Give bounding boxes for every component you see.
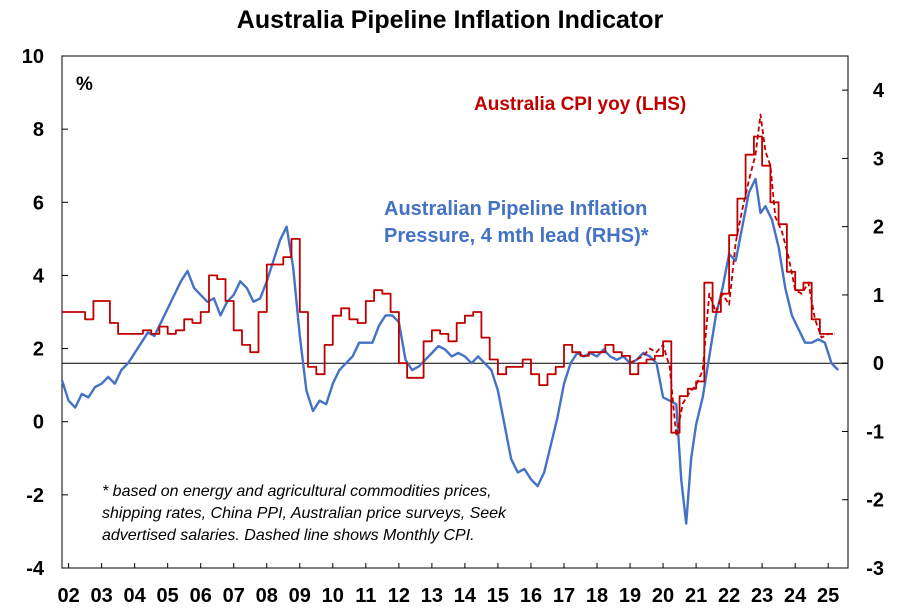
right-tick-label: -3 [866,558,884,580]
left-tick-label: -2 [26,485,44,507]
x-tick-label: 19 [619,585,641,607]
legend-label-cpi: Australia CPI yoy (LHS) [474,94,686,115]
right-tick-label: -2 [866,490,884,512]
right-tick-label: 2 [873,217,884,239]
cpi-monthly-dashed-line [629,113,835,438]
left-tick-label: 2 [33,339,44,361]
x-tick-label: 09 [289,585,311,607]
footnote-line-3: advertised salaries. Dashed line shows M… [102,527,475,544]
x-tick-label: 25 [817,585,839,607]
cpi-quarterly-line [62,135,834,434]
x-tick-label: 14 [454,585,477,607]
x-tick-label: 05 [157,585,179,607]
series-layer [60,113,839,525]
left-tick-label: 4 [33,265,45,287]
x-tick-label: 03 [91,585,113,607]
legend-label-pipeline-line2: Pressure, 4 mth lead (RHS)* [384,225,649,247]
right-tick-label: -1 [866,421,884,443]
x-tick-label: 11 [355,585,376,607]
x-tick-label: 18 [586,585,608,607]
right-tick-label: 0 [873,353,884,375]
x-tick-label: 24 [784,585,807,607]
legend-label-pipeline-line1: Australian Pipeline Inflation [384,198,647,220]
unit-label: % [76,74,93,95]
x-axis: 02 03 04 05 06 07 08 09 10 11 12 13 14 15 16 17 18 19 20 21… [57,563,839,607]
left-tick-label: 8 [33,119,44,141]
left-tick-label: 0 [33,412,44,434]
right-tick-label: 1 [873,285,884,307]
left-tick-label: 6 [33,192,44,214]
right-tick-label: 3 [873,148,884,170]
x-tick-label: 12 [388,585,410,607]
left-tick-label: -4 [26,558,45,580]
right-tick-label: 4 [873,80,885,102]
x-tick-label: 07 [223,585,245,607]
pipeline-indicator-line [60,177,839,525]
footnote-line-2: shipping rates, China PPI, Australian pr… [102,505,507,522]
x-tick-label: 13 [421,585,443,607]
x-tick-label: 17 [553,585,575,607]
left-y-axis: -4 -2 0 2 4 6 8 10 [22,46,68,580]
x-tick-label: 10 [322,585,344,607]
x-tick-label: 20 [652,585,674,607]
footnote-line-1: * based on energy and agricultural commo… [102,483,492,500]
x-tick-label: 15 [487,585,509,607]
x-tick-label: 21 [685,585,707,607]
x-tick-label: 02 [57,585,79,607]
x-tick-label: 08 [256,585,278,607]
left-tick-label: 10 [22,46,44,68]
x-tick-label: 04 [124,585,147,607]
x-tick-label: 22 [718,585,740,607]
right-y-axis: -3 -2 -1 0 1 2 3 4 [842,80,885,580]
x-tick-label: 16 [520,585,542,607]
x-tick-label: 06 [190,585,212,607]
legend-label-pipeline: Australian Pipeline Inflation Pressure, … [384,198,653,247]
chart-title: Australia Pipeline Inflation Indicator [237,6,664,34]
x-tick-label: 23 [751,585,773,607]
